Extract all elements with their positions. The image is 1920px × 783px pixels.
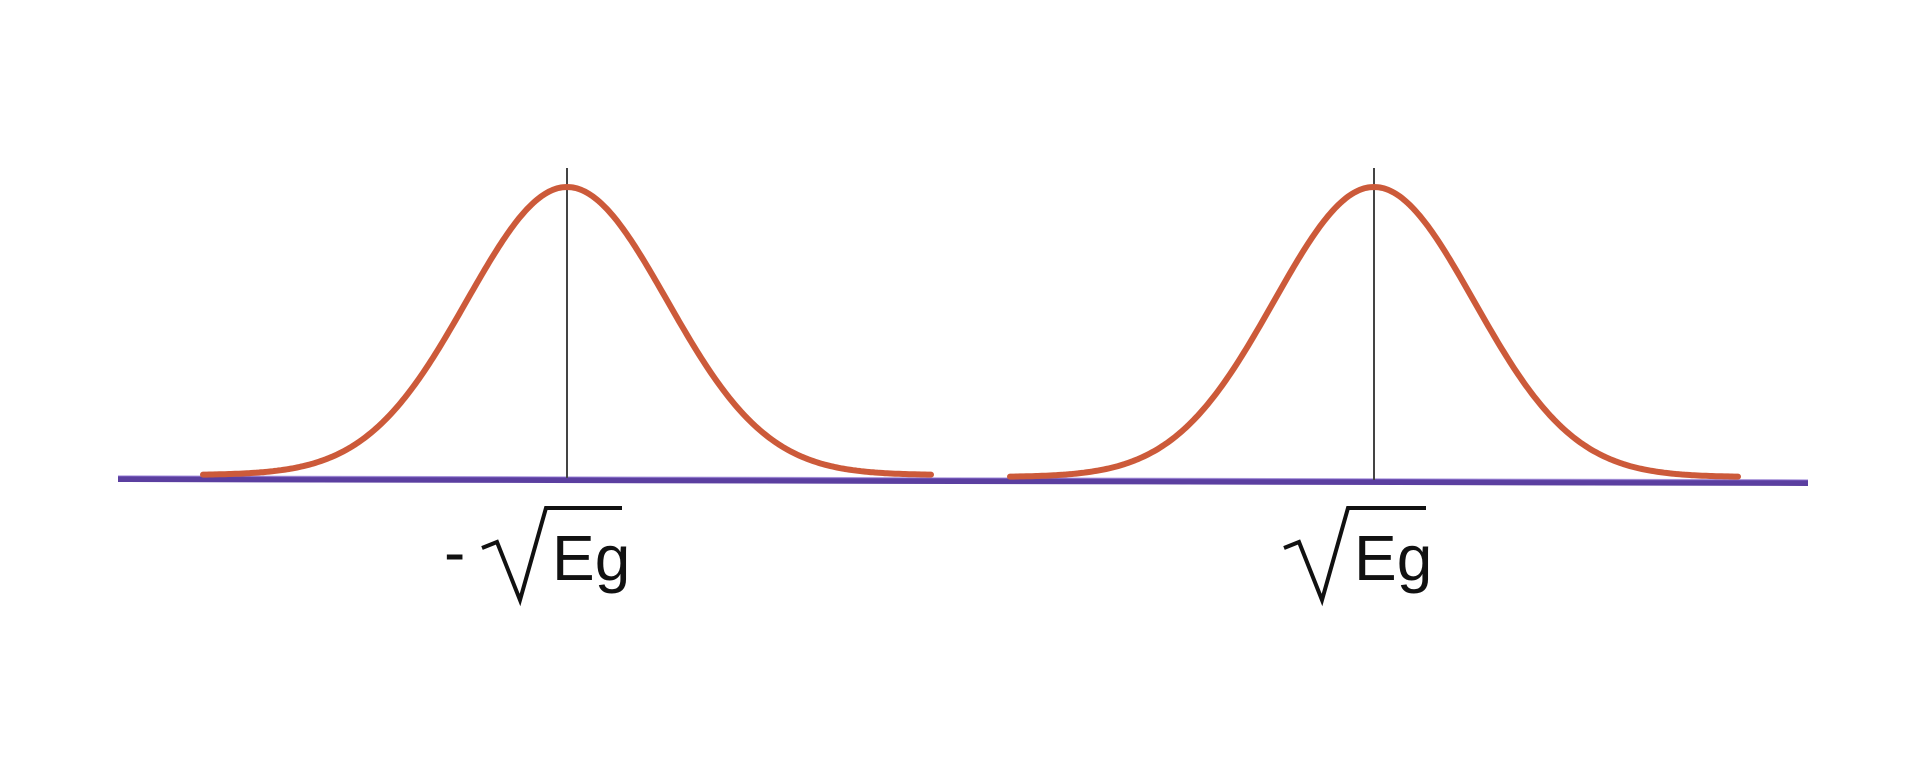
left-mean-label: - Eg [444,506,630,607]
sqrt-radical-icon [1283,506,1426,607]
left-gaussian-curve [200,183,934,478]
right-gaussian-curve [1007,183,1741,480]
right-mean-label: Eg [1283,506,1432,607]
sqrt-radical-icon [481,506,622,607]
minus-sign: - [444,516,465,588]
horizontal-axis [117,475,1809,486]
right-eg-term: Eg [1354,522,1432,594]
left-eg-term: Eg [552,522,630,594]
